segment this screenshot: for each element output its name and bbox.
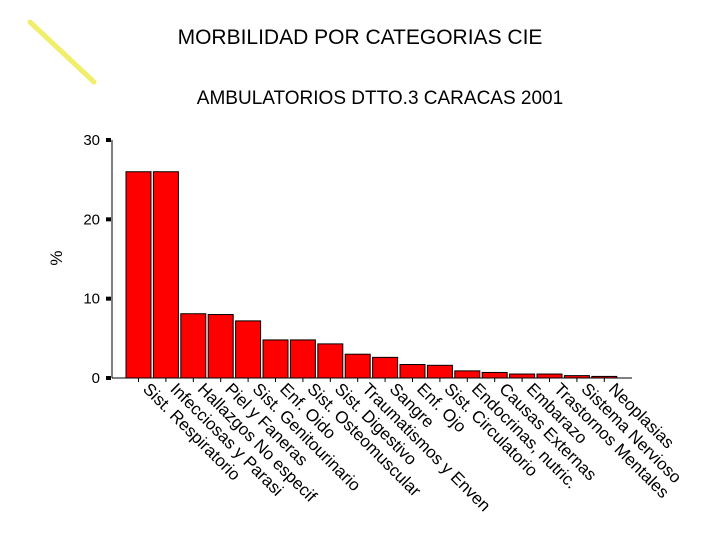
chart-title: MORBILIDAD POR CATEGORIAS CIE	[177, 26, 543, 49]
bar	[152, 171, 179, 379]
bar	[125, 171, 152, 379]
bar	[509, 373, 536, 379]
bar	[289, 339, 316, 379]
bar	[235, 320, 262, 379]
bar	[563, 375, 590, 379]
bar	[372, 356, 399, 379]
y-tick-label: 30	[83, 132, 100, 149]
bar	[262, 339, 289, 379]
bar	[481, 371, 508, 379]
y-tick-label: 20	[83, 211, 100, 228]
bar	[536, 373, 563, 379]
y-tick-mark	[106, 376, 111, 380]
y-axis-label: %	[47, 250, 66, 265]
bar	[591, 375, 618, 379]
bar	[207, 314, 234, 379]
y-tick-mark	[106, 296, 111, 301]
y-tick-mark	[106, 217, 111, 222]
bar	[344, 353, 371, 379]
bar	[317, 343, 344, 379]
y-tick-mark	[106, 138, 111, 142]
bar	[180, 313, 207, 379]
y-tick-label: 10	[83, 291, 100, 308]
chart-subtitle: AMBULATORIOS DTTO.3 CARACAS 2001	[196, 88, 564, 109]
highlighter-line	[27, 19, 97, 85]
chart-bars	[125, 171, 618, 379]
bar	[454, 370, 481, 379]
bar	[399, 364, 426, 379]
y-tick-label: 0	[92, 370, 100, 387]
bar	[426, 364, 453, 379]
